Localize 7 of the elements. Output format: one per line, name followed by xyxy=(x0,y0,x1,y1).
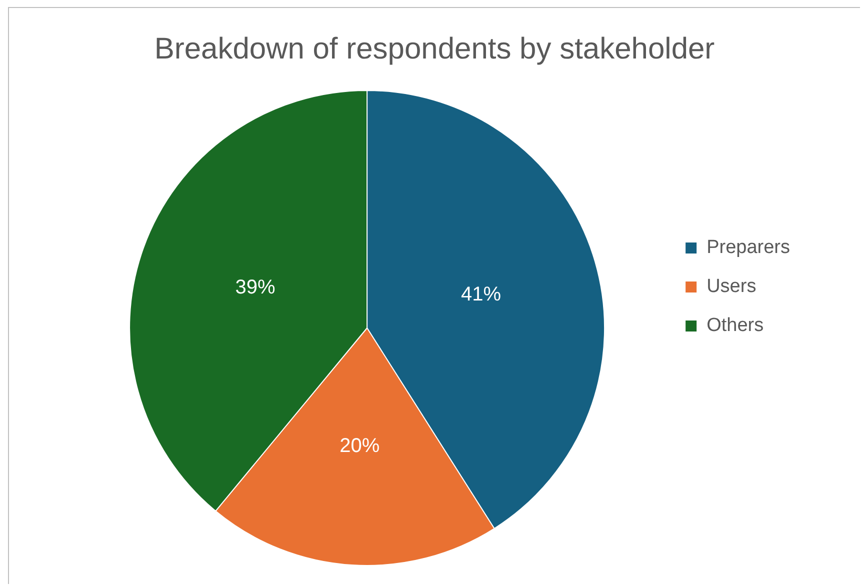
data-label: 41% xyxy=(461,283,502,306)
legend-label: Others xyxy=(706,315,764,336)
chart-title: Breakdown of respondents by stakeholder xyxy=(154,32,715,66)
legend-label: Users xyxy=(706,276,756,298)
data-label: 39% xyxy=(235,276,276,298)
legend-label: Preparers xyxy=(706,237,790,258)
data-label: 20% xyxy=(340,435,380,458)
